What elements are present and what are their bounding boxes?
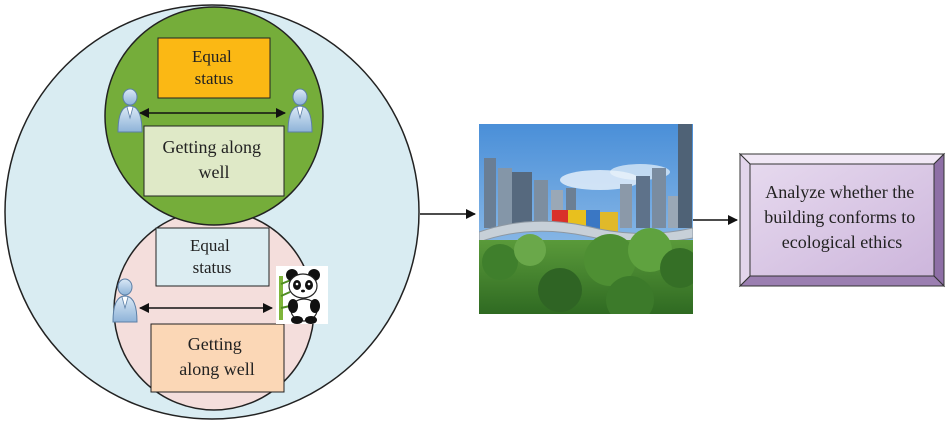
city-building-photo [479, 124, 693, 314]
equal-status-top-line1: Equal [192, 47, 232, 66]
getting-along-top-line1: Getting along [163, 137, 261, 157]
equal-status-bottom-line1: Equal [190, 236, 230, 255]
panda-icon [276, 266, 328, 324]
getting-along-bottom-line2: along well [179, 359, 254, 379]
equal-status-box-top [157, 37, 271, 99]
getting-along-bottom-line1: Getting [188, 334, 242, 354]
equal-status-top-line2: status [195, 69, 234, 88]
equal-status-bottom-line2: status [193, 258, 232, 277]
equal-status-box-bottom [155, 227, 270, 287]
person-icon [112, 278, 138, 323]
svg-text:Equal status: Equal status [190, 236, 234, 277]
getting-along-box-top [143, 125, 285, 197]
person-icon [117, 88, 143, 133]
result-line2: building conforms to [764, 207, 915, 227]
result-box [738, 152, 946, 288]
svg-text:Getting along well: Getting along well [179, 334, 254, 379]
getting-along-box-bottom [150, 323, 285, 393]
person-icon [287, 88, 313, 133]
svg-text:Equal status: Equal status [192, 47, 236, 88]
getting-along-top-line2: well [199, 162, 230, 182]
result-line3: ecological ethics [782, 232, 902, 252]
result-line1: Analyze whether the [765, 182, 914, 202]
svg-text:Getting along well: Getting along well [163, 137, 266, 182]
svg-text:Analyze whether the buildi: Analyze whether the building conforms to… [764, 182, 920, 252]
